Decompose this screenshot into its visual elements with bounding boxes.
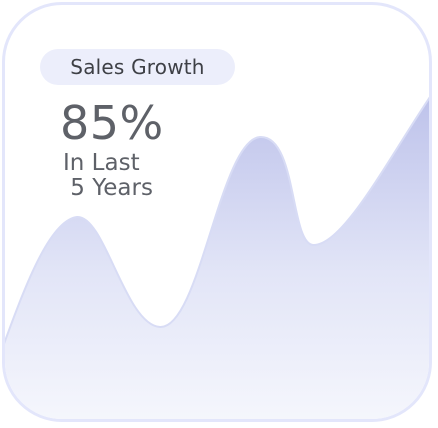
sales-growth-card: Sales Growth 85% In Last 5 Years (2, 2, 432, 422)
growth-period: In Last 5 Years (63, 151, 153, 201)
growth-percentage: 85% (60, 96, 164, 150)
growth-area-chart (5, 96, 429, 419)
growth-line (5, 96, 429, 345)
growth-period-line-1: In Last (63, 150, 140, 176)
sales-growth-badge: Sales Growth (40, 49, 235, 85)
growth-period-line-2: 5 Years (63, 175, 153, 201)
growth-area (5, 98, 429, 419)
